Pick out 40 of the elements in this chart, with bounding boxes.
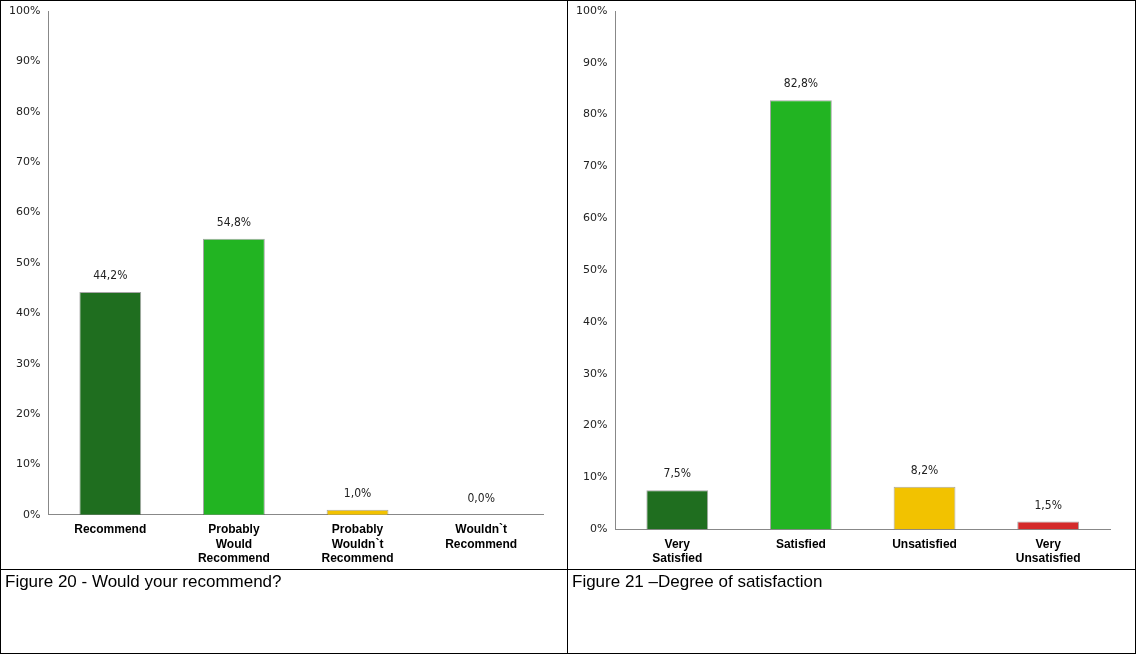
y-tick-label: 50%: [15, 255, 41, 269]
y-tick-label: 80%: [15, 104, 41, 118]
x-tick-label: Very Unsatisfied: [1015, 536, 1081, 566]
x-tick-label: Unsatisfied: [892, 536, 957, 551]
x-tick-label: Wouldn`t Recommend: [445, 522, 518, 551]
x-tick-label: Recommend: [74, 522, 147, 537]
y-tick-label: 20%: [582, 418, 608, 432]
y-tick-label: 100%: [575, 3, 608, 17]
data-label: 44,2%: [93, 268, 128, 283]
y-tick-label: 80%: [582, 107, 608, 121]
text: Figure 21 –Degree of satisfaction: [568, 569, 1135, 653]
y-tick-label: 10%: [15, 457, 41, 471]
y-tick-label: 60%: [15, 205, 41, 219]
y-tick-label: 50%: [582, 262, 608, 276]
y-tick-label: 70%: [15, 155, 41, 168]
y-tick-label: 0%: [589, 522, 608, 536]
y-tick-label: 40%: [15, 306, 41, 320]
y-tick-label: 40%: [582, 314, 608, 328]
data-label: 0,0%: [467, 490, 495, 505]
x-tick-label: Probably Wouldn`t Recommend: [321, 522, 394, 566]
data-label: 1,0%: [343, 485, 372, 500]
text: Figure 20 - Would your recommend?: [1, 569, 567, 653]
data-label: 1,5%: [1034, 497, 1062, 512]
y-tick-label: 0%: [22, 507, 41, 521]
x-tick-label: Satisfied: [775, 536, 826, 551]
y-tick-label: 30%: [15, 356, 41, 370]
y-tick-label: 60%: [582, 211, 608, 225]
y-tick-label: 100%: [8, 3, 41, 17]
y-tick-label: 70%: [582, 159, 608, 173]
x-tick-label: Probably Would Recommend: [197, 522, 270, 566]
y-tick-label: 90%: [15, 54, 41, 68]
y-tick-label: 10%: [582, 470, 608, 484]
data-label: 7,5%: [663, 466, 691, 481]
data-label: 8,2%: [910, 462, 939, 477]
data-label: 54,8%: [216, 214, 252, 229]
y-tick-label: 90%: [582, 55, 608, 69]
x-tick-label: Very Satisfied: [652, 536, 703, 566]
data-label: 82,8%: [783, 76, 819, 91]
y-tick-label: 30%: [582, 366, 608, 380]
y-tick-label: 20%: [15, 406, 41, 420]
